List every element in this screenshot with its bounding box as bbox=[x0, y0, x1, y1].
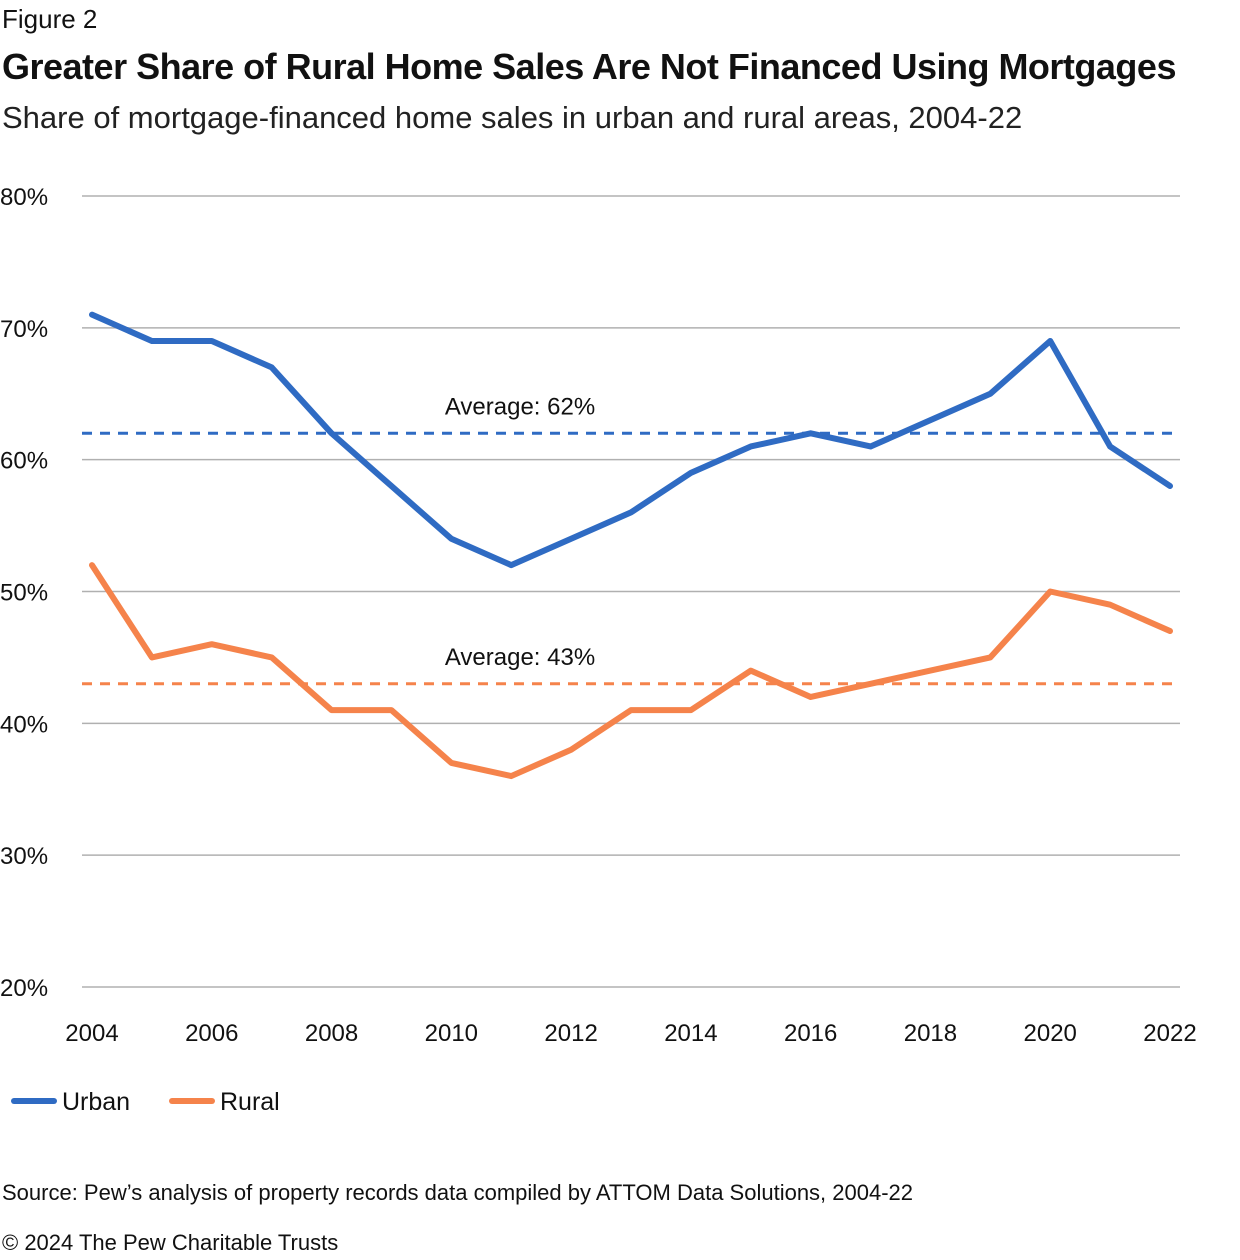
y-tick-label: 50% bbox=[0, 580, 48, 607]
legend-label-urban: Urban bbox=[62, 1088, 130, 1116]
average-label-rural: Average: 43% bbox=[445, 644, 595, 671]
x-tick-label: 2018 bbox=[904, 1020, 957, 1047]
chart-subtitle: Share of mortgage-financed home sales in… bbox=[2, 100, 1023, 135]
y-tick-label: 40% bbox=[0, 711, 48, 738]
average-label-urban: Average: 62% bbox=[445, 393, 595, 420]
chart-title: Greater Share of Rural Home Sales Are No… bbox=[2, 46, 1176, 87]
y-tick-label: 20% bbox=[0, 975, 48, 1002]
series-line-rural bbox=[89, 562, 1173, 780]
x-tick-label: 2020 bbox=[1024, 1020, 1077, 1047]
copyright: © 2024 The Pew Charitable Trusts bbox=[2, 1230, 339, 1255]
x-tick-label: 2006 bbox=[185, 1020, 238, 1047]
line-chart: 20% 30% 40% 50% 60% 70% 80% 2004 2006 2008 2010 201… bbox=[0, 184, 1197, 1116]
x-tick-label: 2008 bbox=[305, 1020, 358, 1047]
y-tick-label: 60% bbox=[0, 448, 48, 475]
series-line-urban bbox=[89, 311, 1173, 569]
x-tick-label: 2004 bbox=[65, 1020, 118, 1047]
source-note: Source: Pew’s analysis of property recor… bbox=[2, 1180, 914, 1205]
x-tick-label: 2014 bbox=[664, 1020, 717, 1047]
y-tick-label: 70% bbox=[0, 316, 48, 343]
x-tick-label: 2012 bbox=[544, 1020, 597, 1047]
x-tick-label: 2010 bbox=[425, 1020, 478, 1047]
figure-label: Figure 2 bbox=[2, 4, 98, 34]
x-tick-label: 2022 bbox=[1143, 1020, 1196, 1047]
x-tick-label: 2016 bbox=[784, 1020, 837, 1047]
legend-label-rural: Rural bbox=[220, 1088, 280, 1116]
y-tick-label: 80% bbox=[0, 184, 48, 211]
y-tick-label: 30% bbox=[0, 843, 48, 870]
